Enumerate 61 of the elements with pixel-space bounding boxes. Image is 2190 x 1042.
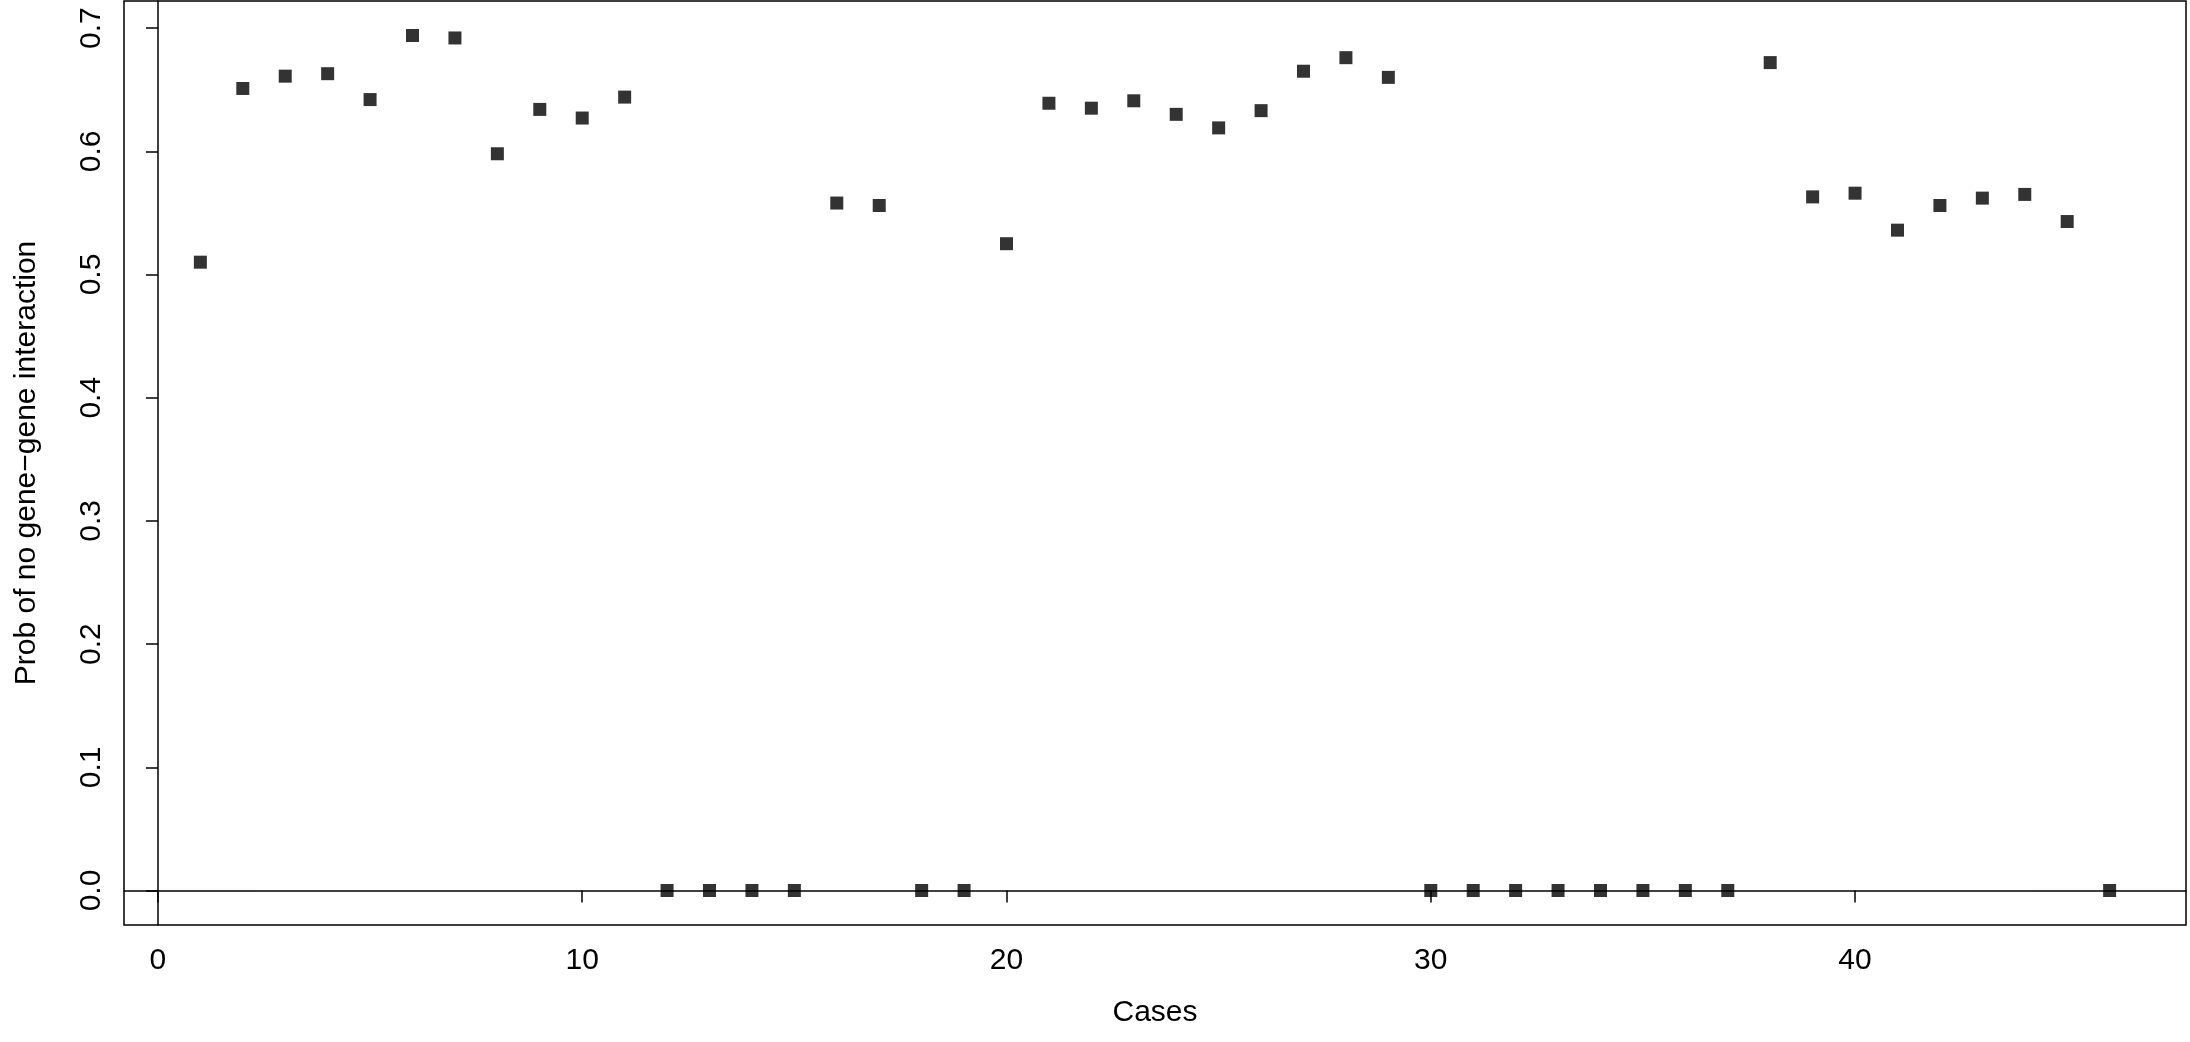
point [1678, 884, 1692, 897]
y-axis-title: Prob of no gene−gene interaction [7, 240, 41, 686]
y-tick-label: 0.4 [72, 376, 106, 419]
y-tick-label: 0.0 [72, 869, 106, 912]
point [1424, 884, 1438, 897]
point [236, 81, 250, 95]
point [2018, 187, 2032, 201]
point [1636, 884, 1650, 897]
point [1806, 190, 1820, 204]
x-axis-title: Cases [1112, 993, 1198, 1027]
y-tick-label: 0.7 [72, 7, 106, 49]
point [448, 31, 462, 45]
point [1127, 94, 1141, 108]
point [660, 884, 674, 897]
x-tick-label: 30 [1414, 941, 1448, 975]
point [1297, 64, 1310, 78]
point [703, 884, 717, 897]
y-tick-label: 0.5 [72, 253, 106, 296]
y-tick-label: 0.6 [72, 130, 106, 173]
x-tick-label: 0 [149, 941, 167, 975]
point [1466, 884, 1480, 897]
point [363, 93, 377, 107]
point [490, 147, 504, 161]
point [745, 884, 759, 897]
point [533, 102, 547, 116]
point [1169, 107, 1183, 121]
y-tick-label: 0.3 [72, 500, 106, 542]
point [1381, 70, 1395, 84]
point [1848, 186, 1862, 200]
point [1975, 191, 1989, 205]
x-tick-label: 10 [565, 941, 599, 975]
point [2060, 215, 2074, 229]
point [1509, 884, 1523, 897]
x-tick-label: 40 [1838, 941, 1872, 975]
point [321, 67, 335, 81]
point [1933, 199, 1947, 213]
point [915, 884, 929, 897]
point [1890, 223, 1904, 237]
point [957, 884, 971, 897]
point [406, 29, 420, 42]
point [872, 199, 886, 213]
point [278, 69, 292, 83]
point [618, 90, 632, 104]
point [1339, 51, 1353, 65]
point [2103, 884, 2117, 897]
point [787, 884, 801, 897]
point [830, 196, 844, 210]
point [1042, 96, 1056, 110]
point [1212, 121, 1226, 135]
x-tick-label: 20 [989, 941, 1024, 975]
point [1763, 56, 1777, 70]
y-tick-label: 0.2 [72, 623, 106, 665]
point [1084, 101, 1098, 115]
point [1721, 884, 1735, 897]
point [1593, 884, 1607, 897]
point [1000, 237, 1013, 251]
point [193, 255, 207, 269]
y-tick-label: 0.1 [72, 746, 106, 789]
point [1254, 104, 1268, 118]
point [1551, 884, 1565, 897]
point [575, 111, 589, 125]
